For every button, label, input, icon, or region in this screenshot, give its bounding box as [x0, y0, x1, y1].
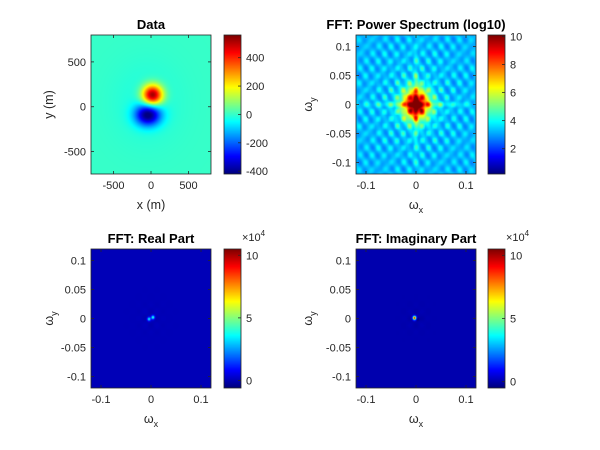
y-tick-label: 0.1 [336, 256, 351, 268]
y-tick-label: -0.1 [332, 371, 351, 383]
colorbar-tick-label: -400 [246, 166, 268, 178]
colorbar-box [223, 34, 242, 175]
x-axis-label: ωx [409, 412, 424, 429]
chart-title: FFT: Power Spectrum (log10) [326, 17, 505, 32]
y-tick-label: -0.05 [326, 342, 351, 354]
x-tick-label: 0.1 [458, 180, 473, 192]
y-axis-label: ωy [301, 311, 318, 326]
subplot-1: Data -500 0 500 500 0 -500 x (m) y (m) 400 200 0 -20… [42, 17, 268, 212]
colorbar-tick-label: 5 [246, 313, 252, 325]
y-tick-label: 0.05 [65, 285, 86, 297]
colorbar-tick-label: 10 [510, 250, 522, 262]
x-tick-label: 500 [179, 180, 197, 192]
y-tick-label: -0.05 [326, 128, 351, 140]
colorbar-tick-label: 6 [510, 88, 516, 100]
colorbar-tick-label: 8 [510, 59, 516, 71]
colorbar-tick-label: 0 [246, 375, 252, 387]
y-tick-label: 0.1 [336, 42, 351, 54]
chart-title: Data [137, 17, 166, 32]
chart-title: FFT: Real Part [108, 231, 195, 246]
x-axis-label: ωx [409, 198, 424, 215]
colorbar-tick-label: -200 [246, 138, 268, 150]
heatmap-image [91, 249, 211, 388]
x-tick-label: 0 [148, 394, 154, 406]
heatmap-image [91, 35, 211, 174]
y-tick-label: -0.1 [332, 157, 351, 169]
x-tick-label: -0.1 [92, 394, 111, 406]
y-tick-label: 0.05 [330, 71, 351, 83]
x-axis-label: x (m) [137, 198, 165, 212]
x-tick-label: 0 [413, 394, 419, 406]
colorbar-tick-label: 400 [246, 53, 264, 65]
subplot-2: FFT: Power Spectrum (log10) -0.1 0 0.1 0.1 0.… [301, 17, 522, 215]
y-axis-label: y (m) [42, 90, 56, 118]
x-tick-label: 0.1 [193, 394, 208, 406]
y-tick-label: -0.05 [61, 342, 86, 354]
colorbar-tick-label: 10 [246, 250, 258, 262]
colorbar [224, 35, 241, 174]
x-tick-label: -0.1 [357, 394, 376, 406]
y-tick-label: 0.05 [330, 285, 351, 297]
x-tick-label: 0.1 [458, 394, 473, 406]
colorbar-tick-label: 200 [246, 81, 264, 93]
chart-title: FFT: Imaginary Part [356, 231, 477, 246]
colorbar [488, 35, 505, 174]
y-axis-label: ωy [42, 311, 59, 326]
colorbar-tick-label: 5 [510, 314, 516, 326]
y-tick-label: 500 [68, 57, 86, 69]
heatmap-image [356, 35, 476, 174]
y-tick-label: 0 [345, 100, 351, 112]
y-tick-label: 0 [80, 314, 86, 326]
colorbar-tick-label: 0 [510, 377, 516, 389]
x-tick-label: 0 [413, 180, 419, 192]
y-tick-label: 0.1 [71, 256, 86, 268]
colorbar-tick-label: 10 [510, 31, 522, 43]
heatmap-image [356, 249, 476, 388]
colorbar-exponent: ×104 [506, 229, 530, 244]
y-tick-label: -0.1 [67, 371, 86, 383]
y-tick-label: -500 [64, 147, 86, 159]
colorbar-tick-label: 2 [510, 144, 516, 156]
x-axis-label: ωx [144, 412, 159, 429]
colorbar-box [223, 248, 242, 389]
y-tick-label: 0 [80, 102, 86, 114]
subplot-4: FFT: Imaginary Part -0.1 0 0.1 0.1 0.05 0 -0.05… [301, 229, 530, 429]
colorbar-exponent: ×104 [242, 229, 266, 244]
subplot-3: FFT: Real Part -0.1 0 0.1 0.1 0.05 0 -0.05 -0.1 ω… [42, 229, 266, 429]
colorbar [488, 249, 505, 388]
x-tick-label: -500 [102, 180, 124, 192]
x-tick-label: -0.1 [357, 180, 376, 192]
colorbar [224, 249, 241, 388]
y-axis-label: ωy [301, 97, 318, 112]
colorbar-box [487, 34, 506, 175]
x-tick-label: 0 [148, 180, 154, 192]
colorbar-tick-label: 4 [510, 116, 516, 128]
colorbar-tick-label: 0 [246, 109, 252, 121]
y-tick-label: 0 [345, 314, 351, 326]
